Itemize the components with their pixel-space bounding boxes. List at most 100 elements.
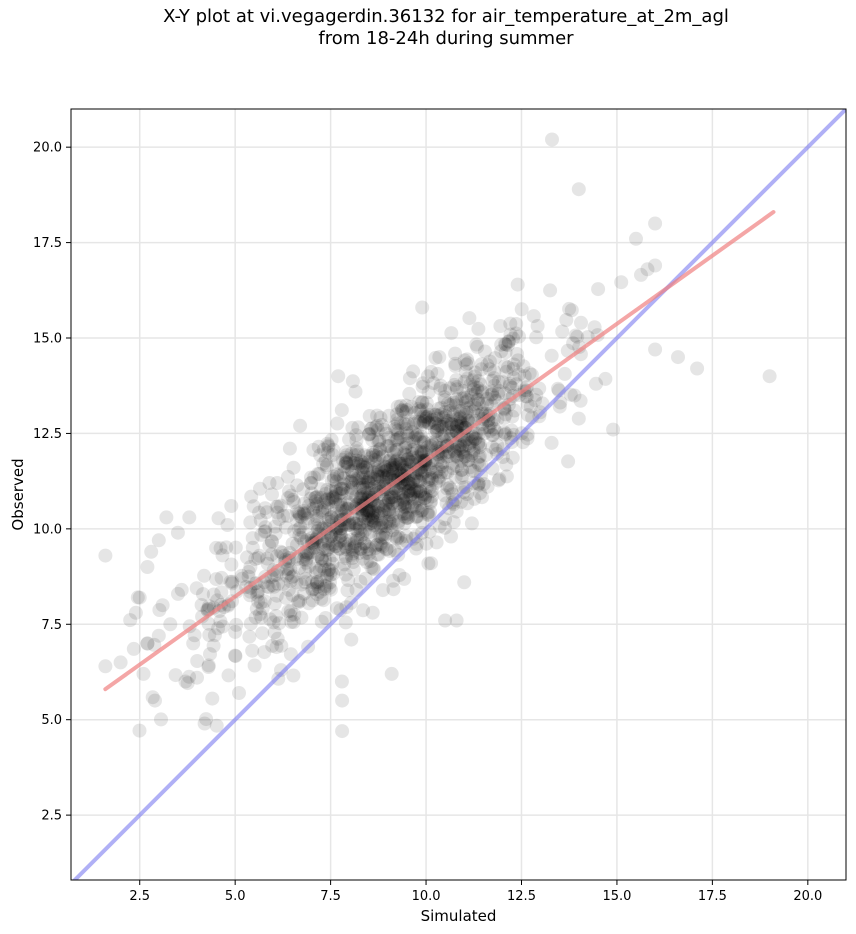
scatter-point [400,426,415,441]
scatter-point [378,530,393,545]
scatter-point [449,459,464,473]
scatter-point [215,548,230,563]
scatter-point [365,433,380,447]
scatter-point [304,470,318,485]
scatter-point [509,317,524,331]
scatter-point [264,547,279,562]
scatter-point [424,556,439,571]
scatter-point [321,438,336,453]
scatter-point [390,432,405,447]
scatter-point [420,492,435,507]
scatter-point [351,456,366,471]
scatter-point [365,605,380,620]
scatter-point [398,417,413,432]
scatter-point [291,595,306,610]
scatter-point [298,564,313,579]
scatter-point [468,426,483,441]
scatter-point [386,573,401,588]
scatter-point [403,476,418,491]
scatter-point [408,427,423,442]
scatter-point [429,464,444,479]
scatter-point [336,482,350,496]
y-tick-label: 5.0 [41,713,62,728]
scatter-point [390,416,405,431]
scatter-point [213,614,228,629]
scatter-point [279,568,294,583]
scatter-point [488,351,502,366]
scatter-point [422,408,437,423]
scatter-point [375,583,390,598]
scatter-point [365,513,380,528]
scatter-point [456,403,471,418]
scatter-point [304,486,319,501]
scatter-point [334,403,349,418]
scatter-point [420,369,435,384]
scatter-point [427,407,442,422]
scatter-point [430,423,445,438]
scatter-point [392,568,407,582]
scatter-point [272,512,287,527]
scatter-point [140,560,155,574]
scatter-point [452,441,467,456]
scatter-point [375,499,390,514]
scatter-point [382,502,397,517]
scatter-point [402,476,417,491]
scatter-point [455,391,470,406]
scatter-point [484,416,499,430]
scatter-point [412,474,427,489]
scatter-point [401,428,416,443]
scatter-point [371,499,386,514]
scatter-point [207,628,222,643]
scatter-point [362,502,377,517]
scatter-point [502,376,517,391]
scatter-point [446,408,461,423]
scatter-point [345,551,360,565]
scatter-point [415,300,430,315]
scatter-point [491,473,506,488]
y-tick-label: 15.0 [33,332,62,347]
scatter-point [270,476,285,490]
scatter-point [381,491,396,506]
scatter-point [339,456,353,471]
scatter-point [450,412,465,426]
scatter-point [364,476,379,491]
scatter-point [267,596,282,611]
scatter-point [305,582,320,596]
scatter-point [301,559,316,574]
scatter-point [310,496,325,511]
scatter-point [444,417,459,431]
scatter-point [229,617,244,632]
scatter-point [410,444,425,458]
scatter-point [441,413,455,428]
scatter-point [407,441,422,456]
scatter-point [314,482,329,497]
scatter-point [377,505,392,520]
scatter-point [321,496,336,511]
scatter-point [417,415,432,430]
scatter-point [371,462,386,477]
scatter-point [359,460,373,475]
scatter-point [345,546,360,561]
scatter-point [342,452,357,467]
scatter-point [294,510,309,524]
scatter-point [328,488,343,503]
scatter-point [219,540,234,555]
scatter-point [452,443,467,458]
scatter-point [383,490,398,505]
scatter-point [400,452,415,467]
scatter-point [448,448,463,463]
scatter-point [254,610,269,625]
scatter-point [280,561,295,576]
scatter-point [128,605,143,620]
scatter-point [253,481,267,496]
scatter-point [407,482,421,497]
scatter-point [413,484,428,499]
scatter-point [614,275,629,290]
scatter-point [366,518,381,533]
scatter-point [313,448,328,463]
scatter-point [293,594,307,609]
scatter-point [273,544,288,559]
scatter-point [262,476,277,490]
scatter-point [407,430,422,445]
scatter-point [397,499,412,514]
